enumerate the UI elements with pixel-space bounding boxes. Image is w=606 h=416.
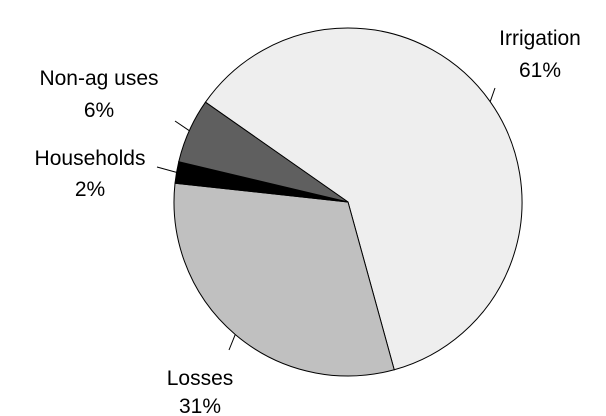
slice-label-households-value: 2% [75, 178, 105, 201]
pie-slice-irrigation [204, 27, 523, 371]
leader-line-irrigation [489, 87, 496, 102]
leader-line-non-ag-uses [174, 120, 190, 132]
slice-label-non-ag-uses-value: 6% [84, 99, 114, 122]
pie-slice-losses [173, 182, 395, 377]
slice-label-non-ag-uses-name: Non-ag uses [39, 67, 158, 90]
leader-line-households [156, 166, 177, 173]
pie-leader-lines [156, 87, 496, 351]
slice-label-losses-value: 31% [179, 395, 221, 416]
slice-label-losses-name: Losses [167, 367, 234, 390]
slice-label-irrigation-name: Irrigation [499, 27, 581, 50]
slice-label-irrigation-value: 61% [519, 59, 561, 82]
leader-line-losses [228, 334, 236, 351]
slice-label-households-name: Households [35, 147, 146, 170]
pie-slices [173, 27, 523, 377]
pie-slice-non-ag-uses [178, 101, 349, 203]
